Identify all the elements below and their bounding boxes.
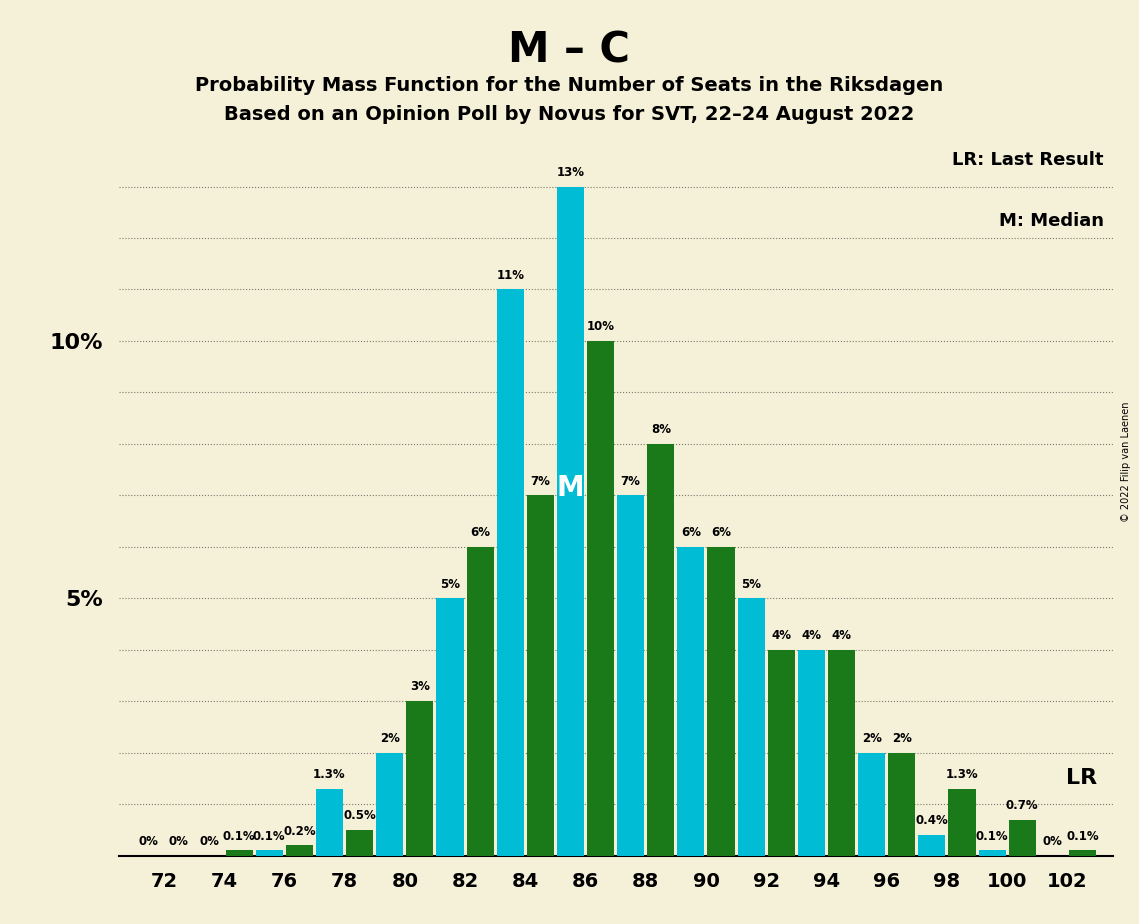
Bar bbox=[286, 845, 313, 856]
Text: 0%: 0% bbox=[169, 834, 189, 848]
Text: LR: LR bbox=[1066, 769, 1098, 788]
Text: 2%: 2% bbox=[379, 732, 400, 745]
Bar bbox=[376, 753, 403, 856]
Text: 0.1%: 0.1% bbox=[976, 830, 1008, 843]
Bar bbox=[617, 495, 645, 856]
Text: 6%: 6% bbox=[470, 526, 490, 539]
Text: 0%: 0% bbox=[199, 834, 219, 848]
Text: LR: Last Result: LR: Last Result bbox=[952, 151, 1104, 168]
Text: 2%: 2% bbox=[892, 732, 911, 745]
Text: 4%: 4% bbox=[771, 629, 792, 642]
Text: 10%: 10% bbox=[587, 321, 615, 334]
Text: 1.3%: 1.3% bbox=[313, 768, 346, 781]
Bar bbox=[526, 495, 554, 856]
Text: M – C: M – C bbox=[508, 30, 631, 71]
Text: © 2022 Filip van Laenen: © 2022 Filip van Laenen bbox=[1121, 402, 1131, 522]
Text: 7%: 7% bbox=[531, 475, 550, 488]
Bar bbox=[797, 650, 825, 856]
Text: 0.5%: 0.5% bbox=[343, 809, 376, 822]
Bar bbox=[949, 789, 976, 856]
Bar bbox=[678, 547, 705, 856]
Text: 0.1%: 0.1% bbox=[253, 830, 286, 843]
Bar bbox=[557, 187, 584, 856]
Text: 8%: 8% bbox=[650, 423, 671, 436]
Text: 13%: 13% bbox=[557, 166, 584, 179]
Text: 0.4%: 0.4% bbox=[916, 814, 949, 827]
Bar bbox=[226, 850, 253, 856]
Bar bbox=[436, 598, 464, 856]
Bar bbox=[407, 701, 434, 856]
Text: 4%: 4% bbox=[802, 629, 821, 642]
Bar bbox=[587, 341, 614, 856]
Bar bbox=[707, 547, 735, 856]
Text: 0.1%: 0.1% bbox=[1066, 830, 1099, 843]
Text: 1.3%: 1.3% bbox=[945, 768, 978, 781]
Bar bbox=[738, 598, 764, 856]
Text: 0%: 0% bbox=[1042, 834, 1063, 848]
Bar bbox=[888, 753, 916, 856]
Text: M: Median: M: Median bbox=[999, 213, 1104, 230]
Bar bbox=[647, 444, 674, 856]
Bar bbox=[978, 850, 1006, 856]
Text: M: M bbox=[557, 474, 584, 502]
Text: 6%: 6% bbox=[711, 526, 731, 539]
Text: 5%: 5% bbox=[440, 578, 460, 590]
Text: Probability Mass Function for the Number of Seats in the Riksdagen: Probability Mass Function for the Number… bbox=[196, 76, 943, 95]
Bar bbox=[255, 850, 282, 856]
Bar bbox=[316, 789, 343, 856]
Text: 0%: 0% bbox=[139, 834, 158, 848]
Bar bbox=[828, 650, 855, 856]
Text: 7%: 7% bbox=[621, 475, 640, 488]
Text: 0.2%: 0.2% bbox=[284, 824, 316, 837]
Bar bbox=[768, 650, 795, 856]
Text: 4%: 4% bbox=[831, 629, 852, 642]
Bar bbox=[1068, 850, 1096, 856]
Text: 3%: 3% bbox=[410, 680, 429, 693]
Text: 2%: 2% bbox=[862, 732, 882, 745]
Text: 5%: 5% bbox=[741, 578, 761, 590]
Text: 11%: 11% bbox=[497, 269, 524, 282]
Bar bbox=[1009, 820, 1035, 856]
Text: Based on an Opinion Poll by Novus for SVT, 22–24 August 2022: Based on an Opinion Poll by Novus for SV… bbox=[224, 105, 915, 125]
Text: 6%: 6% bbox=[681, 526, 700, 539]
Bar bbox=[346, 830, 374, 856]
Text: 0.7%: 0.7% bbox=[1006, 799, 1039, 812]
Bar bbox=[858, 753, 885, 856]
Text: 0.1%: 0.1% bbox=[223, 830, 255, 843]
Bar bbox=[918, 835, 945, 856]
Bar bbox=[467, 547, 493, 856]
Bar bbox=[497, 289, 524, 856]
